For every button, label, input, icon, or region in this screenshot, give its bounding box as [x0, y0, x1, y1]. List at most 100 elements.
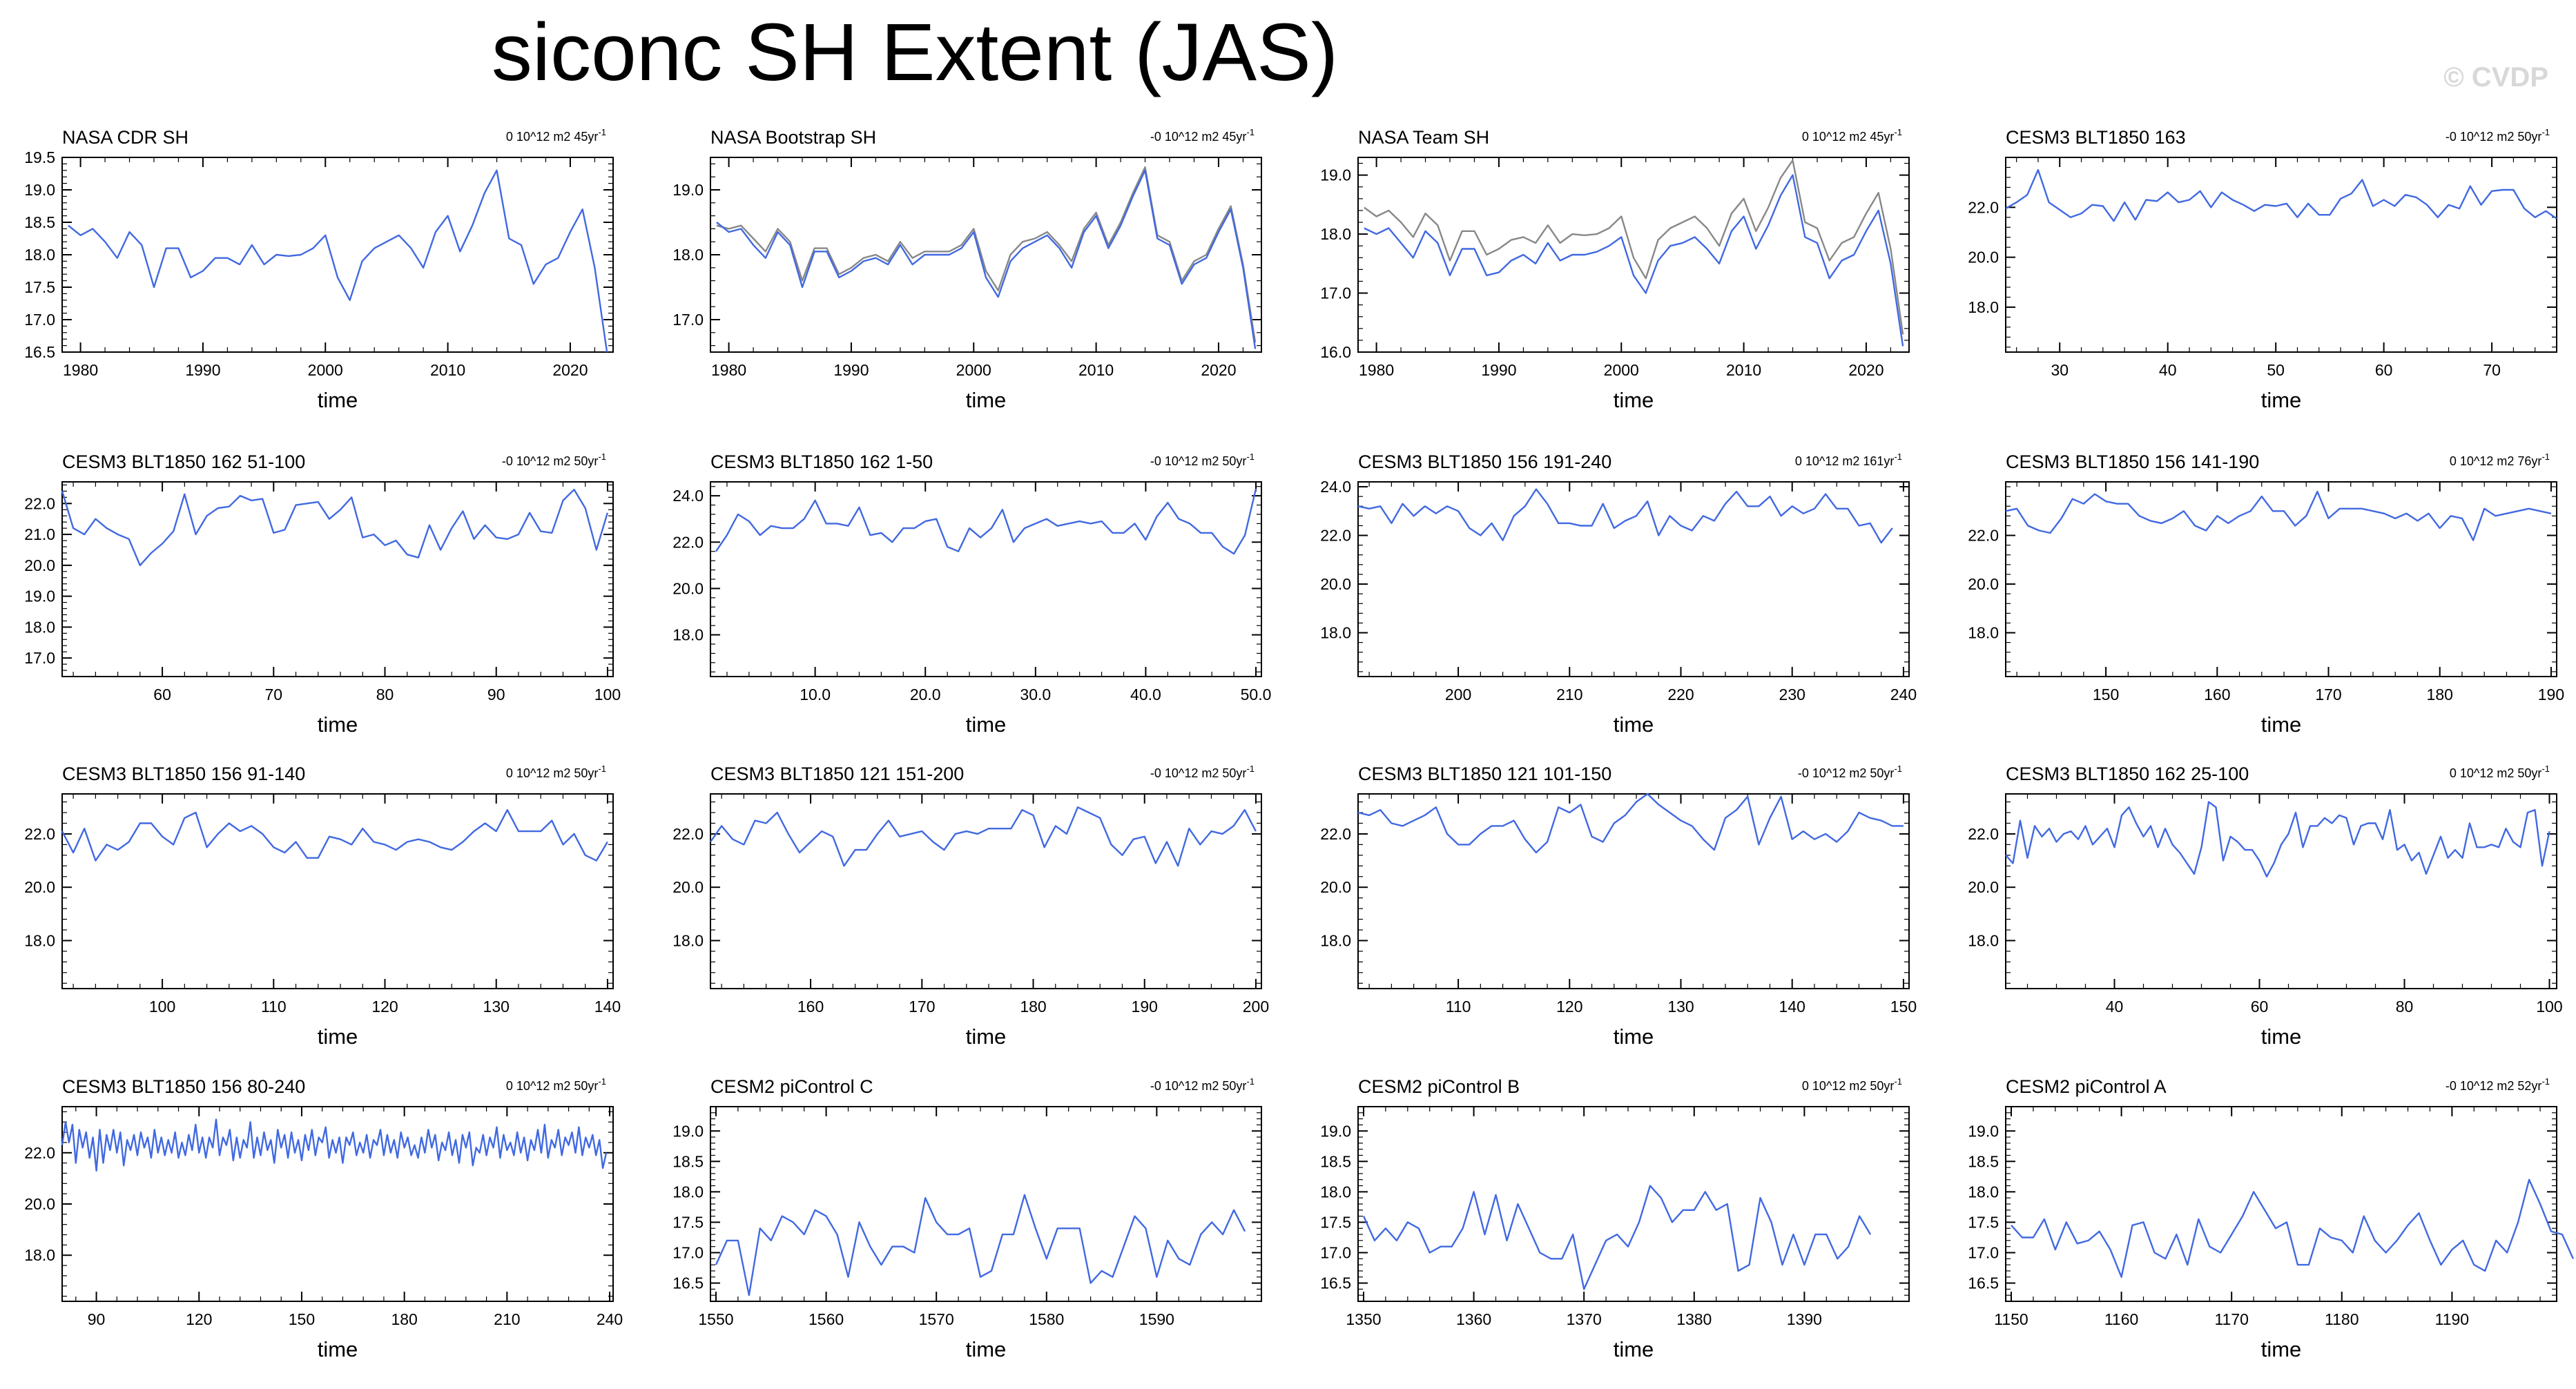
chart-panel: NASA Bootstrap SH -0 10^12 m2 45yr-1 17.0 1… — [672, 127, 1262, 412]
panel-title: CESM3 BLT1850 156 80-240 — [62, 1076, 305, 1097]
y-tick-label: 19.0 — [672, 1122, 704, 1140]
y-tick-label: 18.0 — [24, 246, 55, 264]
y-tick-label: 18.5 — [672, 1152, 704, 1170]
x-tick-label: 1360 — [1456, 1310, 1491, 1328]
panel-title: CESM2 piControl B — [1358, 1076, 1520, 1097]
x-tick-label: 1580 — [1029, 1310, 1064, 1328]
y-tick-label: 24.0 — [1320, 478, 1351, 496]
x-tick-label: 30.0 — [1020, 686, 1051, 703]
y-tick-label: 18.0 — [1968, 624, 1999, 642]
series-line — [716, 166, 1257, 343]
trend-label-text: -0 10^12 m2 50yr — [1798, 766, 1895, 780]
x-tick-label: 1170 — [2214, 1310, 2248, 1328]
x-tick-label: 220 — [1667, 686, 1694, 703]
y-tick-label: 17.5 — [1320, 1213, 1351, 1231]
x-tick-label: 20.0 — [910, 686, 941, 703]
trend-label: -0 10^12 m2 50yr-1 — [2446, 127, 2550, 144]
x-tick-label: 50.0 — [1241, 686, 1272, 703]
y-tick-label: 20.0 — [1968, 575, 1999, 593]
y-tick-label: 19.0 — [1968, 1122, 1999, 1140]
chart-panel: CESM3 BLT1850 156 141-190 0 10^12 m2 76yr… — [1968, 451, 2564, 737]
panel-title: CESM3 BLT1850 162 51-100 — [62, 451, 305, 472]
plot-frame — [61, 1106, 614, 1302]
trend-label-exponent: -1 — [598, 127, 606, 137]
x-tick-label: 100 — [2536, 998, 2562, 1016]
x-tick-label: 70 — [265, 686, 283, 703]
series-line — [1364, 159, 1904, 335]
x-tick-label: 160 — [2204, 686, 2230, 703]
trend-label-exponent: -1 — [598, 451, 606, 462]
copyright-watermark: © CVDP — [2443, 62, 2548, 93]
y-tick-label: 19.0 — [1320, 1122, 1351, 1140]
trend-label-text: -0 10^12 m2 50yr — [1150, 1079, 1247, 1093]
y-tick-label: 17.0 — [672, 311, 704, 329]
plot-frame — [61, 481, 614, 677]
x-tick-label: 140 — [1779, 998, 1805, 1016]
x-tick-label: 1390 — [1787, 1310, 1822, 1328]
trend-label-exponent: -1 — [1894, 1076, 1902, 1087]
chart-panel: CESM3 BLT1850 163 -0 10^12 m2 50yr-1 18.0 2… — [1968, 127, 2557, 412]
x-tick-label: 1990 — [833, 361, 869, 379]
plot-frame — [2005, 157, 2557, 353]
y-tick-label: 20.0 — [1320, 575, 1351, 593]
y-tick-label: 22.0 — [1968, 825, 1999, 843]
plot-frame — [2005, 793, 2557, 989]
x-tick-label: 150 — [1890, 998, 1917, 1016]
chart-panel: CESM3 BLT1850 156 80-240 0 10^12 m2 50yr-… — [24, 1076, 623, 1361]
x-tick-label: 2020 — [552, 361, 588, 379]
trend-label-text: -0 10^12 m2 50yr — [2446, 130, 2542, 144]
series-line — [2005, 168, 2557, 222]
x-tick-label: 1380 — [1676, 1310, 1712, 1328]
x-tick-label: 1570 — [919, 1310, 954, 1328]
y-tick-label: 20.0 — [24, 556, 55, 574]
plot-frame — [1357, 481, 1910, 677]
x-axis-label: time — [318, 388, 358, 412]
y-tick-label: 18.5 — [24, 213, 55, 231]
x-tick-label: 240 — [597, 1310, 623, 1328]
panel-title: CESM3 BLT1850 121 101-150 — [1358, 764, 1611, 784]
plot-frame — [61, 793, 614, 989]
y-tick-label: 22.0 — [24, 494, 55, 512]
x-tick-label: 1160 — [2104, 1310, 2138, 1328]
y-tick-label: 18.0 — [24, 618, 55, 636]
trend-label-text: 0 10^12 m2 45yr — [1802, 130, 1895, 144]
plot-frame — [710, 481, 1262, 677]
panel-title: CESM3 BLT1850 163 — [2006, 127, 2186, 148]
chart-panel: CESM3 BLT1850 162 1-50 -0 10^12 m2 50yr-1… — [672, 451, 1271, 737]
trend-label-text: -0 10^12 m2 45yr — [1150, 130, 1247, 144]
x-tick-label: 40.0 — [1130, 686, 1161, 703]
y-tick-label: 20.0 — [1320, 878, 1351, 896]
x-tick-label: 2020 — [1848, 361, 1883, 379]
x-axis-label: time — [966, 712, 1007, 737]
y-tick-label: 16.5 — [1968, 1274, 1999, 1292]
trend-label: -0 10^12 m2 50yr-1 — [502, 451, 606, 468]
x-tick-label: 1990 — [1481, 361, 1516, 379]
trend-label-text: 0 10^12 m2 50yr — [506, 1079, 599, 1093]
x-tick-label: 230 — [1779, 686, 1805, 703]
y-tick-label: 18.0 — [1320, 624, 1351, 642]
x-axis-label: time — [318, 712, 358, 737]
y-tick-label: 17.0 — [1320, 284, 1351, 302]
y-tick-label: 19.0 — [24, 181, 55, 199]
series-line — [61, 1118, 608, 1172]
series-line — [61, 808, 608, 862]
x-axis-label: time — [2261, 388, 2302, 412]
x-tick-label: 1990 — [185, 361, 220, 379]
y-tick-label: 18.0 — [672, 246, 704, 264]
y-tick-label: 18.0 — [672, 931, 704, 949]
trend-label: 0 10^12 m2 50yr-1 — [1802, 1076, 1902, 1093]
y-tick-label: 20.0 — [1968, 249, 1999, 266]
y-tick-label: 22.0 — [1968, 198, 1999, 216]
y-tick-label: 16.5 — [24, 343, 55, 361]
chart-panel: CESM2 piControl B 0 10^12 m2 50yr-1 16.5 17… — [1320, 1076, 1910, 1361]
x-tick-label: 2000 — [308, 361, 343, 379]
x-tick-label: 60 — [2375, 361, 2393, 379]
x-axis-label: time — [966, 388, 1007, 412]
plot-frame — [1357, 157, 1910, 353]
x-tick-label: 2000 — [956, 361, 991, 379]
y-tick-label: 18.0 — [1968, 931, 1999, 949]
trend-label: 0 10^12 m2 45yr-1 — [1802, 127, 1902, 144]
plot-frame — [2005, 481, 2557, 677]
x-tick-label: 1180 — [2325, 1310, 2359, 1328]
x-tick-label: 2020 — [1201, 361, 1236, 379]
